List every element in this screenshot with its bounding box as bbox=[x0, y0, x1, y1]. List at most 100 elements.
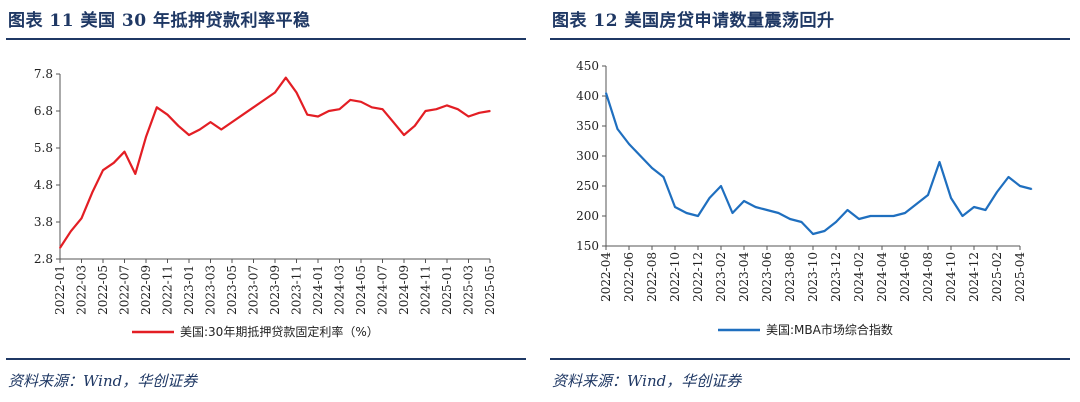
y-tick-label: 5.8 bbox=[34, 141, 53, 155]
data-point bbox=[743, 200, 745, 202]
data-point bbox=[284, 76, 287, 79]
data-point bbox=[869, 215, 872, 217]
series-line bbox=[59, 76, 491, 249]
x-tick-label: 2023-06 bbox=[760, 252, 774, 302]
data-point bbox=[403, 134, 405, 136]
data-point bbox=[295, 91, 298, 94]
data-point bbox=[263, 99, 266, 101]
data-point bbox=[370, 106, 373, 109]
x-tick-label: 2022-08 bbox=[645, 252, 659, 302]
data-point bbox=[489, 110, 491, 112]
data-point bbox=[112, 162, 115, 164]
x-tick-label: 2025-03 bbox=[462, 265, 476, 315]
legend-label: 美国:30年期抵押贷款固定利率（%） bbox=[180, 324, 379, 339]
data-point bbox=[605, 92, 607, 94]
data-point bbox=[697, 215, 699, 217]
y-tick-label: 400 bbox=[576, 89, 599, 103]
data-point bbox=[996, 191, 998, 193]
data-point bbox=[915, 203, 918, 205]
data-point bbox=[198, 128, 201, 131]
data-point bbox=[209, 121, 212, 123]
data-point bbox=[456, 108, 459, 110]
x-tick-label: 2024-04 bbox=[875, 252, 889, 302]
data-point bbox=[155, 106, 158, 109]
data-point bbox=[961, 215, 964, 217]
x-tick-label: 2024-10 bbox=[944, 252, 958, 302]
data-point bbox=[306, 113, 309, 116]
data-point bbox=[639, 155, 642, 157]
x-tick-label: 2022-07 bbox=[118, 265, 132, 315]
x-tick-label: 2022-01 bbox=[53, 265, 67, 315]
data-point bbox=[338, 108, 341, 110]
data-point bbox=[858, 218, 860, 220]
x-tick-label: 2023-01 bbox=[182, 265, 196, 315]
x-tick-label: 2023-10 bbox=[806, 252, 820, 302]
source-note: 资料来源：Wind，华创证券 bbox=[552, 372, 742, 390]
chart-title: 图表 12 美国房贷申请数量震荡回升 bbox=[552, 11, 835, 31]
y-tick-label: 2.8 bbox=[34, 252, 53, 266]
data-point bbox=[91, 191, 94, 194]
series-line bbox=[604, 92, 1032, 236]
data-point bbox=[823, 230, 826, 232]
data-point bbox=[188, 134, 190, 136]
data-point bbox=[731, 212, 734, 214]
y-tick-label: 300 bbox=[576, 149, 599, 163]
data-point bbox=[327, 110, 330, 112]
data-point bbox=[478, 112, 481, 114]
data-point bbox=[1019, 185, 1021, 187]
data-point bbox=[241, 113, 244, 116]
data-point bbox=[812, 233, 814, 235]
x-tick-label: 2023-08 bbox=[783, 252, 797, 302]
x-tick-label: 2022-06 bbox=[622, 252, 636, 302]
data-point bbox=[1007, 176, 1010, 178]
data-point bbox=[69, 230, 72, 233]
data-point bbox=[102, 169, 104, 171]
x-tick-label: 2022-11 bbox=[161, 265, 175, 315]
x-tick-label: 2024-03 bbox=[333, 265, 347, 315]
data-point bbox=[123, 150, 126, 153]
data-point bbox=[685, 212, 688, 214]
source-note: 资料来源：Wind，华创证券 bbox=[8, 372, 198, 390]
data-point bbox=[435, 108, 438, 110]
x-tick-label: 2024-09 bbox=[397, 265, 411, 315]
x-tick-label: 2023-04 bbox=[737, 252, 751, 302]
data-point bbox=[720, 185, 722, 187]
data-point bbox=[134, 173, 137, 175]
data-point bbox=[984, 209, 987, 211]
data-point bbox=[835, 221, 837, 223]
data-point bbox=[231, 121, 233, 123]
data-point bbox=[651, 167, 653, 169]
data-point bbox=[274, 91, 276, 94]
x-tick-label: 2024-08 bbox=[921, 252, 935, 302]
x-tick-label: 2024-01 bbox=[311, 265, 325, 315]
x-tick-label: 2025-02 bbox=[990, 252, 1004, 302]
data-point bbox=[467, 115, 470, 118]
data-point bbox=[616, 128, 619, 130]
x-tick-label: 2025-04 bbox=[1013, 252, 1027, 302]
x-tick-label: 2024-12 bbox=[967, 252, 981, 302]
title-rule bbox=[6, 38, 526, 40]
data-point bbox=[59, 247, 61, 249]
data-point bbox=[1030, 188, 1033, 190]
data-point bbox=[381, 108, 384, 110]
x-tick-label: 2023-05 bbox=[225, 265, 239, 315]
data-point bbox=[892, 215, 895, 217]
data-point bbox=[252, 106, 255, 109]
x-tick-label: 2024-02 bbox=[852, 252, 866, 302]
x-tick-label: 2022-09 bbox=[139, 265, 153, 315]
x-tick-label: 2024-07 bbox=[376, 265, 390, 315]
x-tick-label: 2023-09 bbox=[268, 265, 282, 315]
y-tick-label: 3.8 bbox=[34, 215, 53, 229]
data-point bbox=[80, 217, 83, 220]
mortgage-rate-chart: 2.8 3.8 4.8 5.8 6.8 7.8 2022-01 2022-03 2022-05 2… bbox=[34, 67, 497, 339]
data-point bbox=[800, 221, 803, 223]
data-point bbox=[950, 197, 952, 199]
x-tick-label: 2023-02 bbox=[714, 252, 728, 302]
y-tick-label: 6.8 bbox=[34, 104, 53, 118]
data-point bbox=[904, 212, 906, 214]
legend-label: 美国:MBA市场综合指数 bbox=[766, 322, 893, 337]
x-tick-label: 2022-05 bbox=[96, 265, 110, 315]
x-tick-label: 2025-01 bbox=[440, 265, 454, 315]
y-tick-label: 250 bbox=[576, 179, 599, 193]
data-point bbox=[446, 104, 448, 107]
